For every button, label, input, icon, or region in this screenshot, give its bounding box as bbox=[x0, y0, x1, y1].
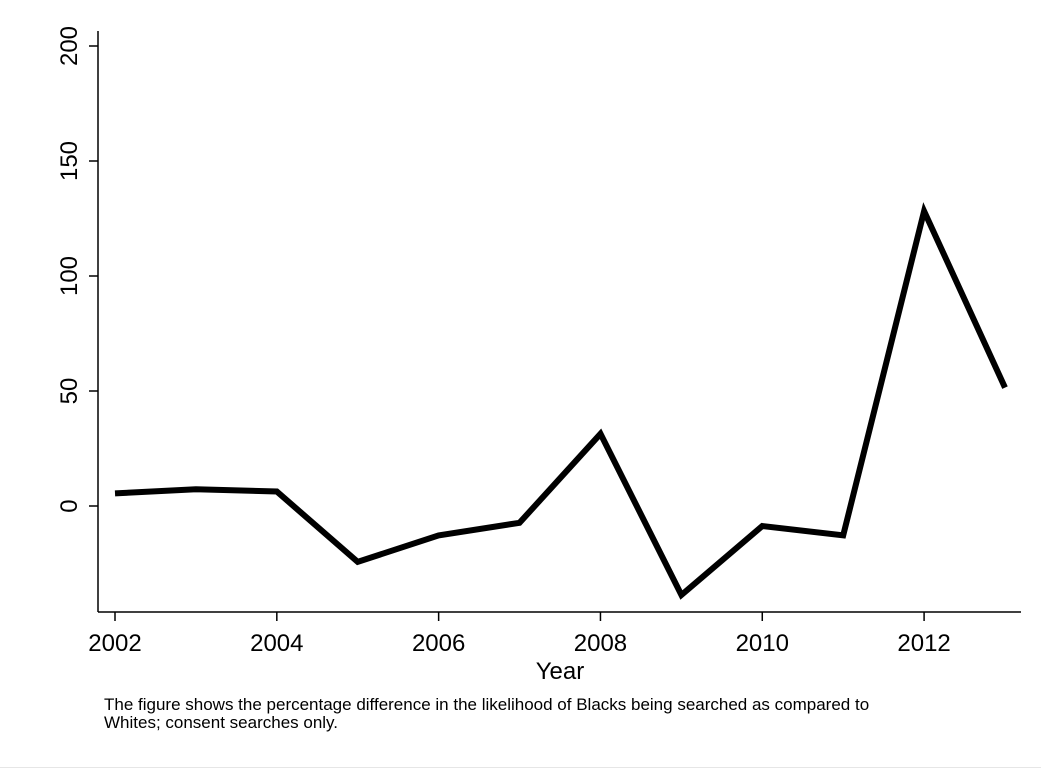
x-tick-label: 2010 bbox=[736, 630, 789, 657]
series-layer bbox=[114, 202, 1008, 600]
y-tick-label: 100 bbox=[56, 256, 83, 296]
y-tick-label: 150 bbox=[56, 141, 83, 181]
x-tick-label: 2012 bbox=[897, 630, 950, 657]
bottom-divider bbox=[0, 767, 1041, 768]
series-line bbox=[114, 202, 1008, 600]
axes bbox=[97, 31, 1021, 613]
x-axis-title: Year bbox=[536, 658, 585, 685]
x-tick-label: 2006 bbox=[412, 630, 465, 657]
y-tick-label: 0 bbox=[56, 499, 83, 512]
x-tick-label: 2004 bbox=[250, 630, 303, 657]
x-tick-label: 2008 bbox=[574, 630, 627, 657]
y-tick-label: 50 bbox=[56, 378, 83, 405]
chart-svg: 2002 2004 2006 2008 2010 2012 0 50 100 150 200 Yea… bbox=[56, 26, 1021, 685]
y-tick-label: 200 bbox=[56, 26, 83, 66]
x-tick-label: 2002 bbox=[88, 630, 141, 657]
figure-caption: The figure shows the percentage differen… bbox=[104, 695, 870, 732]
ticks: 2002 2004 2006 2008 2010 2012 0 50 100 150 200 bbox=[56, 26, 951, 657]
